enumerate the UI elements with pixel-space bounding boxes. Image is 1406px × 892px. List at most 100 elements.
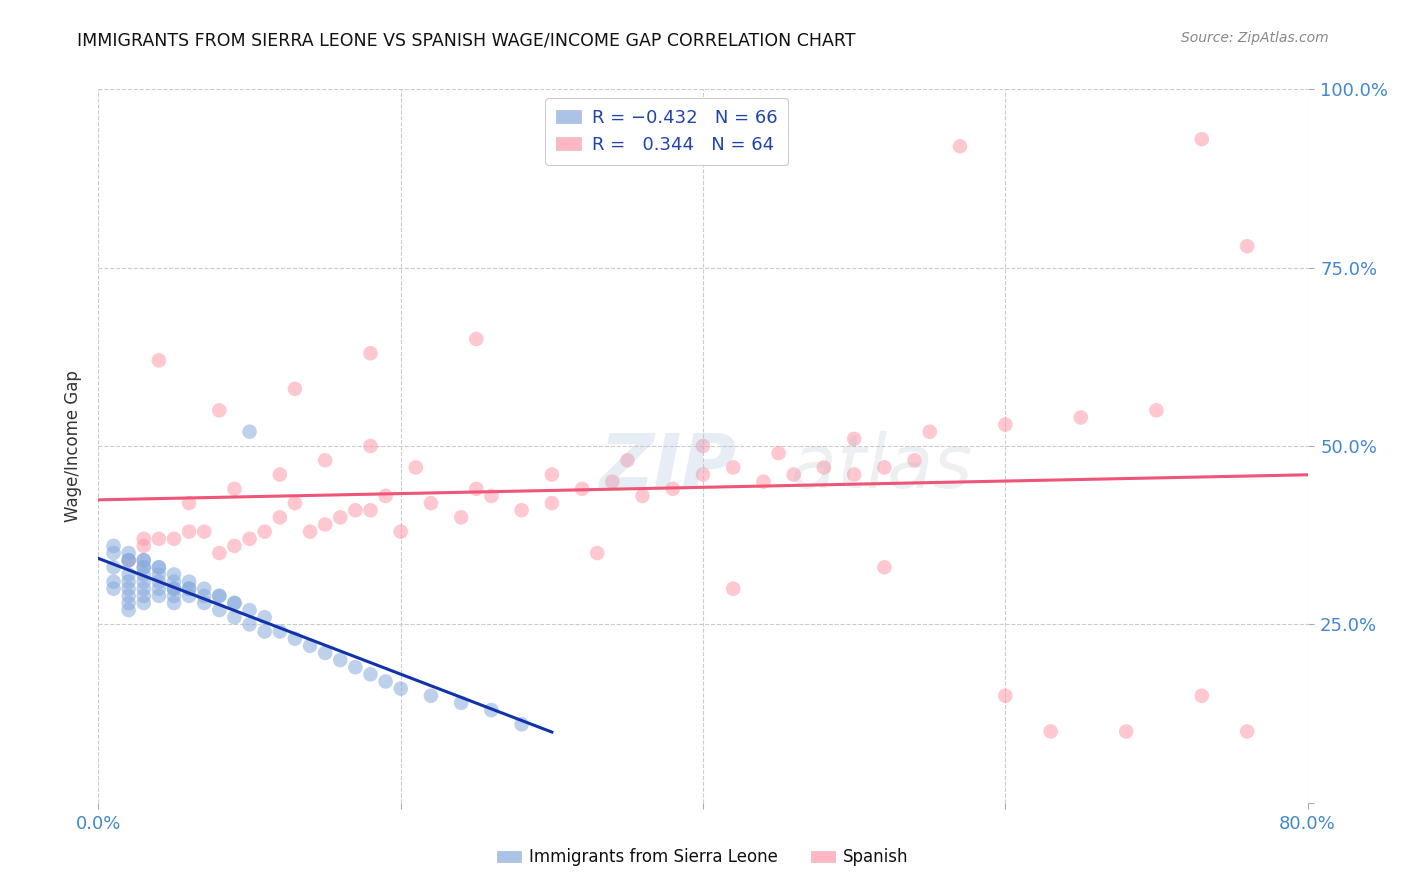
Point	[208, 403, 231, 417]
Point	[179, 589, 201, 603]
Point	[163, 532, 186, 546]
Point	[148, 567, 170, 582]
Point	[481, 489, 503, 503]
Point	[481, 703, 503, 717]
Point	[374, 674, 396, 689]
Point	[118, 546, 141, 560]
Point	[904, 453, 927, 467]
Point	[163, 589, 186, 603]
Point	[844, 432, 866, 446]
Point	[132, 574, 155, 589]
Point	[148, 582, 170, 596]
Point	[284, 382, 307, 396]
Point	[1146, 403, 1168, 417]
Point	[148, 532, 170, 546]
Point	[1115, 724, 1137, 739]
Point	[148, 574, 170, 589]
Text: ZIP: ZIP	[600, 431, 738, 504]
Point	[132, 567, 155, 582]
Point	[571, 482, 593, 496]
Point	[284, 632, 307, 646]
Point	[163, 582, 186, 596]
Point	[224, 539, 246, 553]
Point	[314, 517, 336, 532]
Point	[405, 460, 427, 475]
Point	[631, 489, 654, 503]
Point	[193, 524, 215, 539]
Point	[269, 510, 291, 524]
Point	[389, 524, 412, 539]
Point	[253, 610, 276, 624]
Point	[510, 717, 533, 731]
Point	[179, 582, 201, 596]
Point	[103, 560, 125, 574]
Point	[118, 596, 141, 610]
Point	[299, 524, 322, 539]
Point	[994, 689, 1017, 703]
Point	[118, 567, 141, 582]
Text: Source: ZipAtlas.com: Source: ZipAtlas.com	[1181, 31, 1329, 45]
Point	[118, 589, 141, 603]
Point	[692, 439, 714, 453]
Point	[752, 475, 775, 489]
Point	[179, 496, 201, 510]
Point	[1236, 724, 1258, 739]
Point	[132, 596, 155, 610]
Point	[389, 681, 412, 696]
Point	[314, 646, 336, 660]
Legend: R = −0.432   N = 66, R =   0.344   N = 64: R = −0.432 N = 66, R = 0.344 N = 64	[546, 98, 789, 165]
Point	[510, 503, 533, 517]
Point	[586, 546, 609, 560]
Point	[224, 482, 246, 496]
Point	[193, 596, 215, 610]
Point	[949, 139, 972, 153]
Point	[103, 546, 125, 560]
Point	[208, 589, 231, 603]
Point	[103, 539, 125, 553]
Point	[360, 667, 382, 681]
Point	[239, 617, 262, 632]
Point	[1070, 410, 1092, 425]
Point	[692, 467, 714, 482]
Point	[360, 503, 382, 517]
Point	[1191, 132, 1213, 146]
Point	[118, 582, 141, 596]
Point	[148, 560, 170, 574]
Point	[329, 510, 352, 524]
Point	[344, 503, 367, 517]
Point	[420, 496, 443, 510]
Point	[148, 353, 170, 368]
Point	[118, 553, 141, 567]
Text: atlas: atlas	[600, 432, 973, 503]
Point	[132, 560, 155, 574]
Point	[224, 596, 246, 610]
Point	[994, 417, 1017, 432]
Point	[813, 460, 835, 475]
Point	[768, 446, 790, 460]
Point	[193, 589, 215, 603]
Point	[118, 574, 141, 589]
Point	[450, 510, 472, 524]
Point	[132, 532, 155, 546]
Point	[616, 453, 638, 467]
Point	[148, 560, 170, 574]
Legend: Immigrants from Sierra Leone, Spanish: Immigrants from Sierra Leone, Spanish	[491, 842, 915, 873]
Point	[163, 574, 186, 589]
Point	[118, 553, 141, 567]
Point	[253, 524, 276, 539]
Y-axis label: Wage/Income Gap: Wage/Income Gap	[65, 370, 83, 522]
Point	[103, 582, 125, 596]
Point	[450, 696, 472, 710]
Point	[224, 596, 246, 610]
Point	[420, 689, 443, 703]
Point	[314, 453, 336, 467]
Point	[148, 589, 170, 603]
Point	[844, 467, 866, 482]
Point	[179, 582, 201, 596]
Point	[253, 624, 276, 639]
Point	[118, 603, 141, 617]
Point	[360, 346, 382, 360]
Point	[1191, 689, 1213, 703]
Point	[344, 660, 367, 674]
Point	[284, 496, 307, 510]
